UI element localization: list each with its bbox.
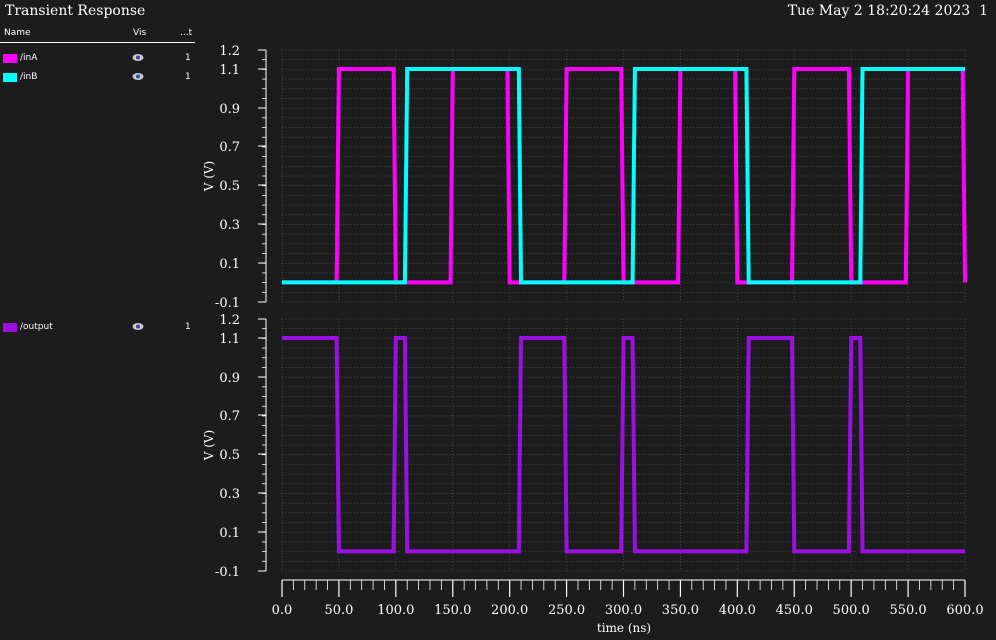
legend-swatch-inA [3,54,17,63]
legend-name-inA: /inA [20,53,38,63]
eye-icon[interactable] [132,322,144,334]
x-tick-label: 350.0 [662,603,699,618]
time-axis: 0.0 50.0 100.0 150.0 200.0 250.0 300.0 350.0 400… [272,579,984,618]
plot-timestamp: Tue May 2 18:20:24 2023 1 [788,3,988,19]
legend-name-inB: /inB [20,72,38,82]
legend-row-inB[interactable]: /inB 1 [0,71,195,85]
legend-value-inA: 1 [185,53,191,63]
y-tick-label: 0.7 [219,140,240,155]
x-tick-label: 600.0 [946,603,983,618]
y-tick-label: 0.3 [219,487,240,502]
y-axis-label: V (V) [202,161,216,193]
eye-icon[interactable] [132,53,144,65]
eye-icon[interactable] [132,72,144,84]
strip-bottom: 1.2 1.1 0.9 0.7 0.5 0.3 0.1 -0.1 V (V) [202,313,966,580]
y-axis-label: V (V) [202,430,216,462]
x-tick-label: 150.0 [434,603,471,618]
legend-name-output: /output [20,322,53,332]
legend-header: Name Vis ...t [0,28,195,43]
y-tick-label: 0.5 [219,448,240,463]
y-tick-label: 0.9 [219,102,240,117]
y-tick-label: -0.1 [215,296,240,311]
window-title: Transient Response [5,3,146,19]
x-axis-label: time (ns) [597,621,651,635]
legend-col-vis: Vis [133,28,147,38]
y-tick-label: 0.7 [219,409,240,424]
series-output [282,336,965,554]
x-tick-label: 500.0 [833,603,870,618]
x-tick-label: 0.0 [272,603,293,618]
page-number: 1 [979,3,988,19]
x-tick-label: 100.0 [377,603,414,618]
x-tick-label: 300.0 [605,603,642,618]
legend-col-third: ...t [180,28,193,38]
y-tick-label: 1.2 [219,313,240,328]
y-tick-label: 0.9 [219,371,240,386]
y-tick-label: 1.1 [219,63,240,78]
x-tick-label: 450.0 [776,603,813,618]
y-tick-label: 1.2 [219,44,240,59]
legend-value-output: 1 [185,322,191,332]
legend-value-inB: 1 [185,72,191,82]
legend-row-output[interactable]: /output 1 [0,321,195,335]
x-tick-label: 550.0 [889,603,926,618]
y-tick-label: 0.1 [219,257,240,272]
y-tick-label: 0.5 [219,179,240,194]
legend-row-inA[interactable]: /inA 1 [0,52,195,66]
timestamp-text: Tue May 2 18:20:24 2023 [787,3,971,19]
legend-col-name: Name [4,28,31,38]
y-tick-label: 0.3 [219,218,240,233]
series-inB [282,67,965,285]
y-tick-label: 0.1 [219,526,240,541]
x-tick-label: 400.0 [719,603,756,618]
strip-top: 1.2 1.1 0.9 0.7 0.5 0.3 0.1 -0.1 V (V) [202,44,967,311]
y-tick-label: 1.1 [219,332,240,347]
y-tick-label: -0.1 [215,565,240,580]
x-tick-label: 250.0 [548,603,585,618]
legend-swatch-output [3,323,17,332]
x-tick-label: 200.0 [491,603,528,618]
x-tick-label: 50.0 [324,603,353,618]
legend-swatch-inB [3,73,17,82]
